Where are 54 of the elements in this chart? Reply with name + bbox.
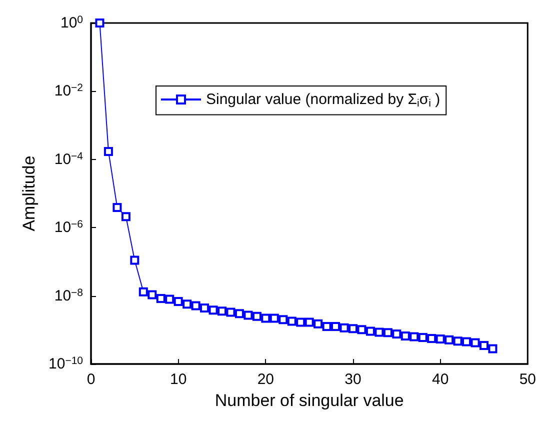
point	[366, 326, 375, 336]
point	[174, 297, 183, 306]
point	[121, 212, 130, 222]
point	[444, 335, 454, 344]
point	[226, 308, 236, 317]
point	[208, 306, 218, 315]
point	[296, 318, 306, 327]
point	[112, 202, 122, 212]
point	[488, 344, 498, 354]
point	[340, 323, 349, 332]
point	[138, 287, 148, 296]
point	[191, 301, 200, 310]
point	[462, 337, 472, 346]
point	[278, 315, 288, 324]
point	[104, 147, 113, 156]
x-tick-label: 10	[170, 371, 187, 388]
point	[217, 306, 226, 316]
x-tick-label: 40	[432, 371, 449, 388]
point	[479, 340, 488, 350]
point	[383, 328, 392, 338]
point	[453, 336, 462, 346]
point	[400, 332, 410, 341]
point	[348, 324, 358, 334]
point	[392, 329, 402, 338]
x-tick-label: 20	[257, 371, 274, 388]
y-axis-title: Amplitude	[20, 156, 39, 232]
point	[357, 325, 366, 334]
point	[287, 316, 296, 326]
point	[261, 314, 270, 323]
x-tick-label: 30	[344, 371, 362, 388]
point	[470, 338, 480, 348]
point	[148, 290, 157, 300]
x-axis-title: Number of singular value	[214, 390, 404, 410]
point	[165, 294, 174, 304]
point	[95, 18, 104, 28]
point	[427, 334, 436, 343]
point	[331, 322, 340, 331]
point	[314, 319, 323, 328]
point	[418, 332, 428, 342]
point	[252, 312, 262, 321]
point	[244, 310, 253, 320]
point	[130, 256, 140, 265]
point	[200, 303, 210, 312]
point	[410, 332, 419, 342]
point	[182, 300, 192, 309]
point	[374, 328, 384, 337]
point	[270, 314, 279, 323]
point	[322, 322, 332, 331]
x-tick-label: 0	[86, 371, 96, 388]
point	[304, 318, 314, 327]
point	[156, 294, 166, 304]
x-tick-label: 50	[519, 371, 536, 388]
point	[234, 309, 244, 318]
point	[436, 334, 445, 344]
